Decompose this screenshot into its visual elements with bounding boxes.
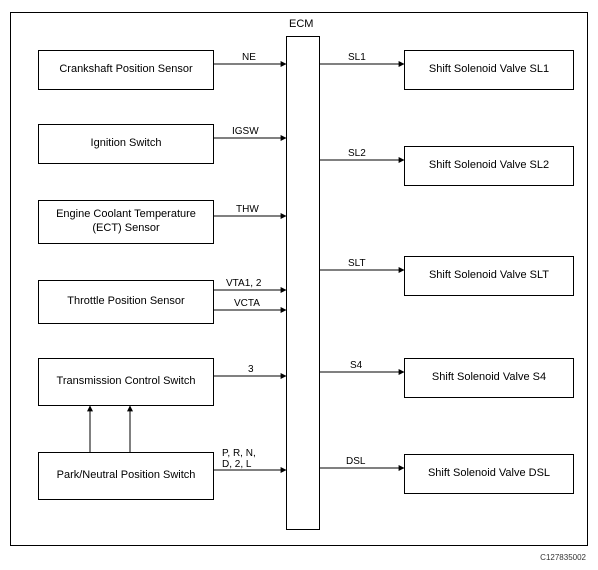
crankshaft-position-sensor: Crankshaft Position Sensor [38, 50, 214, 90]
shift-solenoid-sl1: Shift Solenoid Valve SL1 [404, 50, 574, 90]
park-neutral-switch: Park/Neutral Position Switch [38, 452, 214, 500]
sig-vta-label: VTA1, 2 [226, 278, 261, 289]
sig-sl2-label: SL2 [348, 148, 366, 159]
sig-igsw-label: IGSW [232, 126, 259, 137]
sig-prn-label: P, R, N,D, 2, L [222, 448, 256, 470]
throttle-position-sensor: Throttle Position Sensor [38, 280, 214, 324]
sig-3-label: 3 [248, 364, 254, 375]
shift-solenoid-slt: Shift Solenoid Valve SLT [404, 256, 574, 296]
diagram-canvas: ECM C127835002 Crankshaft Position Senso… [0, 0, 598, 570]
sig-ne-label: NE [242, 52, 256, 63]
image-code: C127835002 [540, 553, 586, 562]
sig-sl1-label: SL1 [348, 52, 366, 63]
sig-slt-label: SLT [348, 258, 366, 269]
shift-solenoid-dsl: Shift Solenoid Valve DSL [404, 454, 574, 494]
shift-solenoid-sl2: Shift Solenoid Valve SL2 [404, 146, 574, 186]
sig-s4-label: S4 [350, 360, 362, 371]
ect-sensor: Engine Coolant Temperature(ECT) Sensor [38, 200, 214, 244]
transmission-control-switch: Transmission Control Switch [38, 358, 214, 406]
sig-vcta-label: VCTA [234, 298, 260, 309]
ignition-switch: Ignition Switch [38, 124, 214, 164]
shift-solenoid-s4: Shift Solenoid Valve S4 [404, 358, 574, 398]
sig-dsl-label: DSL [346, 456, 365, 467]
ecm-title: ECM [289, 18, 313, 30]
ecm-bar [286, 36, 320, 530]
sig-thw-label: THW [236, 204, 259, 215]
